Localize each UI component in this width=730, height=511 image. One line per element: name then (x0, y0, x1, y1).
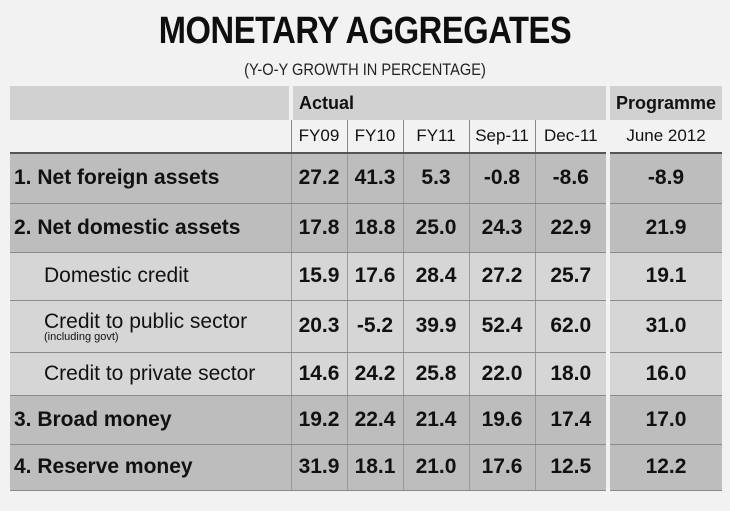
chart-subtitle: (Y-O-Y GROWTH IN PERCENTAGE) (244, 60, 486, 79)
actual-group-header: Actual (288, 86, 609, 120)
column-header: June 2012 (606, 120, 723, 154)
value-cell: 21.9 (606, 203, 723, 253)
programme-group-header: Programme (606, 86, 723, 120)
row-label: 3. Broad money (10, 395, 291, 445)
column-header: Sep-11 (468, 120, 535, 154)
row-label-text: 3. Broad money (14, 407, 172, 431)
column-header: FY10 (346, 120, 403, 154)
value-cell: 19.6 (468, 395, 535, 445)
value-cell: 18.1 (346, 444, 403, 491)
row-label: Credit to public sector (including govt) (10, 300, 291, 353)
row-label: Domestic credit (10, 252, 291, 301)
column-header-row: FY09 FY10 FY11 Sep-11 Dec-11 June 2012 (10, 120, 723, 154)
column-header: Dec-11 (534, 120, 609, 154)
column-header: FY11 (402, 120, 469, 154)
value-cell: 31.0 (606, 300, 723, 353)
value-cell: 25.0 (402, 203, 469, 253)
value-cell: 15.9 (290, 252, 347, 301)
group-header-row: Actual Programme (10, 86, 723, 120)
value-cell: 62.0 (534, 300, 609, 353)
row-label: 1. Net foreign assets (10, 153, 291, 204)
table-row: Credit to public sector (including govt) 2… (10, 300, 723, 353)
value-cell: 25.8 (402, 352, 469, 396)
table-row: Domestic credit 15.9 17.6 28.4 27.2 25.7 19.1 (10, 252, 723, 301)
value-cell: 24.3 (468, 203, 535, 253)
column-header-blank (10, 120, 291, 154)
value-cell: 21.4 (402, 395, 469, 445)
row-label-text: Domestic credit (44, 264, 189, 287)
value-cell: 22.4 (346, 395, 403, 445)
chart-title: MONETARY AGGREGATES (158, 10, 572, 52)
row-label: 4. Reserve money (10, 444, 291, 491)
value-cell: 19.2 (290, 395, 347, 445)
value-cell: 25.7 (534, 252, 609, 301)
value-cell: 27.2 (468, 252, 535, 301)
table-body: 1. Net foreign assets 27.2 41.3 5.3 -0.8 -8.6… (10, 153, 723, 491)
table-row: 3. Broad money 19.2 22.4 21.4 19.6 17.4 17.0 (10, 395, 723, 445)
table-row: 2. Net domestic assets 17.8 18.8 25.0 24.3 22… (10, 203, 723, 253)
row-label-text: 1. Net foreign assets (14, 166, 220, 190)
row-label: Credit to private sector (10, 352, 291, 396)
value-cell: 12.2 (606, 444, 723, 491)
value-cell: 28.4 (402, 252, 469, 301)
value-cell: 16.0 (606, 352, 723, 396)
value-cell: 17.0 (606, 395, 723, 445)
value-cell: 27.2 (290, 153, 347, 204)
value-cell: 41.3 (346, 153, 403, 204)
value-cell: 17.8 (290, 203, 347, 253)
value-cell: 19.1 (606, 252, 723, 301)
value-cell: 18.8 (346, 203, 403, 253)
value-cell: 12.5 (534, 444, 609, 491)
table-row: 1. Net foreign assets 27.2 41.3 5.3 -0.8 -8.6… (10, 153, 723, 204)
value-cell: -0.8 (468, 153, 535, 204)
value-cell: 18.0 (534, 352, 609, 396)
value-cell: 5.3 (402, 153, 469, 204)
value-cell: 39.9 (402, 300, 469, 353)
value-cell: 17.6 (346, 252, 403, 301)
value-cell: 22.9 (534, 203, 609, 253)
value-cell: 21.0 (402, 444, 469, 491)
value-cell: -8.9 (606, 153, 723, 204)
value-cell: 17.6 (468, 444, 535, 491)
row-label-text: 4. Reserve money (14, 455, 193, 478)
table-row: 4. Reserve money 31.9 18.1 21.0 17.6 12.5 12.2 (10, 444, 723, 491)
value-cell: 20.3 (290, 300, 347, 353)
value-cell: 14.6 (290, 352, 347, 396)
value-cell: 24.2 (346, 352, 403, 396)
table-row: Credit to private sector 14.6 24.2 25.8 22.0… (10, 352, 723, 396)
row-label-text: Credit to public sector (44, 309, 248, 333)
value-cell: 22.0 (468, 352, 535, 396)
column-header: FY09 (290, 120, 347, 154)
row-label-text: 2. Net domestic assets (14, 215, 241, 239)
value-cell: -8.6 (534, 153, 609, 204)
value-cell: 52.4 (468, 300, 535, 353)
value-cell: -5.2 (346, 300, 403, 353)
row-label-text: Credit to private sector (44, 361, 256, 385)
value-cell: 31.9 (290, 444, 347, 491)
monetary-aggregates-table: Actual Programme FY09 FY10 FY11 Sep-11 D… (10, 86, 723, 491)
value-cell: 17.4 (534, 395, 609, 445)
row-label: 2. Net domestic assets (10, 203, 291, 253)
header-blank-cell (10, 86, 291, 120)
row-label-note: (including govt) (44, 330, 119, 343)
